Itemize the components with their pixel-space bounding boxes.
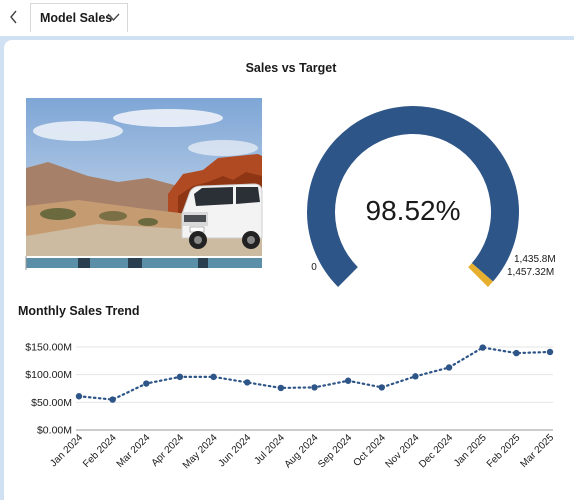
x-tick-label: Mar 2025 <box>518 432 556 470</box>
top-bar: Model Sales <box>0 0 574 36</box>
x-tick-label: Oct 2024 <box>351 432 388 469</box>
data-point[interactable] <box>546 348 554 356</box>
y-tick-label: $0.00M <box>37 425 72 437</box>
x-tick-label: Mar 2024 <box>115 432 153 470</box>
monthly-sales-chart: $0.00M$50.00M$100.00M$150.00M Jan 2024Fe… <box>25 342 556 472</box>
data-point[interactable] <box>344 377 352 384</box>
x-tick-label: May 2024 <box>181 432 220 471</box>
tab-model-sales[interactable]: Model Sales <box>30 3 128 32</box>
sales-gauge: 98.52% 0 1,435.8M 1,457.32M <box>307 106 556 287</box>
gauge-arc <box>307 106 519 287</box>
x-tick-label: Feb 2024 <box>81 432 119 470</box>
trend-title: Monthly Sales Trend <box>18 304 140 318</box>
x-tick-label: Nov 2024 <box>383 432 421 470</box>
x-tick-label: Dec 2024 <box>417 432 455 470</box>
vehicle-photo <box>18 96 263 270</box>
data-point[interactable] <box>513 349 520 357</box>
data-point[interactable] <box>445 364 453 371</box>
x-tick-label: Jan 2024 <box>48 432 85 469</box>
data-point[interactable] <box>210 373 217 381</box>
gauge-actual-label: 1,435.8M <box>514 254 556 265</box>
data-point[interactable] <box>143 380 150 387</box>
chevron-down-icon[interactable] <box>107 13 120 22</box>
y-tick-label: $150.00M <box>25 342 72 354</box>
data-point[interactable] <box>378 384 385 391</box>
gauge-title: Sales vs Target <box>245 61 337 75</box>
y-tick-label: $50.00M <box>31 397 72 409</box>
x-tick-label: Sep 2024 <box>316 432 354 470</box>
x-tick-label: Jan 2025 <box>452 432 489 469</box>
x-tick-label: Aug 2024 <box>283 432 321 470</box>
back-button[interactable] <box>4 6 24 28</box>
x-tick-label: Jun 2024 <box>216 432 253 469</box>
data-point[interactable] <box>479 344 486 351</box>
trend-line <box>77 346 552 401</box>
gauge-value: 98.52% <box>366 195 461 226</box>
tab-label: Model Sales <box>40 11 113 25</box>
data-point[interactable] <box>75 393 83 400</box>
data-point[interactable] <box>176 373 184 381</box>
x-tick-label: Feb 2025 <box>485 432 523 470</box>
x-tick-label: Jul 2024 <box>252 432 287 467</box>
chevron-left-icon <box>10 10 17 24</box>
y-tick-label: $100.00M <box>25 369 72 381</box>
data-point[interactable] <box>244 379 251 386</box>
data-point[interactable] <box>311 384 318 391</box>
gauge-min-label: 0 <box>311 262 317 273</box>
data-point[interactable] <box>109 396 116 403</box>
gauge-target-band <box>468 263 493 287</box>
data-point[interactable] <box>277 384 285 392</box>
gauge-target-label: 1,457.32M <box>507 267 554 278</box>
data-point[interactable] <box>412 373 419 380</box>
